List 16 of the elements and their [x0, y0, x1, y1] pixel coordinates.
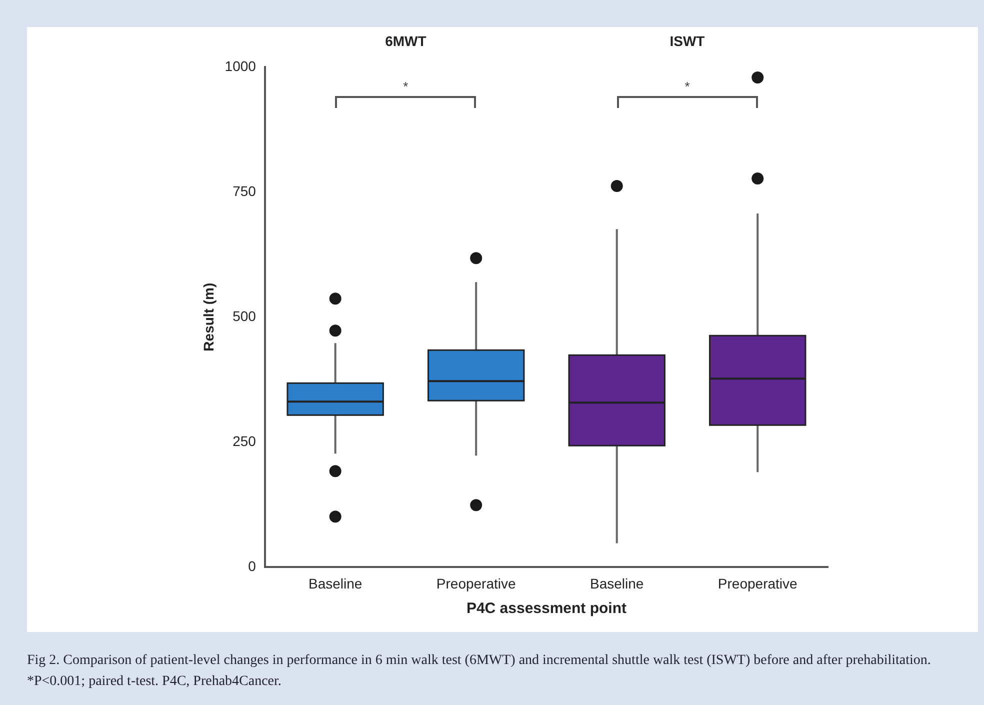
y-axis-title: Result (m) — [200, 282, 216, 352]
text: ISWT — [670, 33, 705, 49]
annotation: * — [403, 79, 408, 94]
x-axis-title: P4C assessment point — [466, 600, 627, 618]
caption: Fig 2. Comparison of patient-level changes in performance in 6 min walk test (6MWT) and incremental shuttle walk test (ISWT) before and after prehabilitation. *P<0.001; paired t-test. P4C, Prehab4Cancer. — [27, 652, 932, 691]
text: 6MWT — [385, 33, 426, 49]
x-tick-label: Baseline — [590, 575, 644, 592]
y-tick-label: 750 — [232, 182, 256, 199]
x-tick-label: Preoperative — [436, 575, 516, 592]
annotation: * — [684, 79, 690, 94]
y-tick-label: 250 — [232, 433, 256, 450]
x-tick-label: Preoperative — [718, 575, 798, 592]
x-tick-label: Baseline — [308, 575, 362, 592]
y-tick-label: 0 — [248, 558, 256, 574]
y-tick-label: 500 — [232, 308, 256, 324]
y-tick-label: 1000 — [224, 58, 256, 74]
